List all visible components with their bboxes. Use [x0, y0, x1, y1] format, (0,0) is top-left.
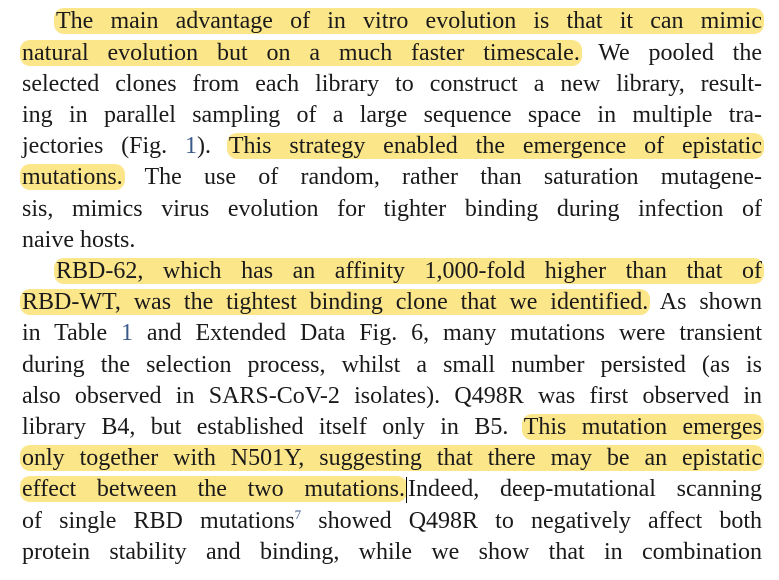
highlighted-text: RBD-62, which has an affinity 1,000-fold… — [54, 258, 764, 284]
body-text: during the selection process, whilst a s… — [22, 352, 762, 378]
text-line: RBD-62, which has an affinity 1,000-fold… — [54, 256, 764, 287]
text-line: effect between the two mutations. Indeed,… — [20, 474, 762, 505]
text-line: of single RBD mutations7 showed Q498R to… — [22, 506, 762, 537]
body-text: of single RBD mutations — [22, 508, 295, 534]
body-text: and Extended Data Fig. 6, many mutations… — [133, 320, 762, 346]
reference-link[interactable]: 1 — [121, 320, 133, 346]
citation-superscript[interactable]: 7 — [294, 507, 302, 522]
body-text: selected clones from each library to con… — [22, 71, 762, 97]
text-line: ing in parallel sampling of a large sequ… — [22, 100, 762, 131]
text-line: natural evolution but on a much faster t… — [20, 38, 762, 69]
text-line: sis, mimics virus evolution for tighter … — [22, 194, 762, 225]
text-line: only together with N501Y, suggesting tha… — [20, 443, 764, 474]
body-text: also observed in SARS-CoV-2 isolates). Q… — [22, 383, 762, 409]
highlighted-text: only together with N501Y, suggesting tha… — [20, 445, 764, 471]
text-line: The main advantage of in vitro evolution… — [54, 6, 764, 37]
body-text: ). — [197, 133, 229, 159]
reference-link[interactable]: 1 — [185, 133, 197, 159]
text-line: RBD-WT, was the tightest binding clone t… — [20, 287, 762, 318]
body-text: The use of random, rather than saturatio… — [122, 164, 762, 190]
body-text: ing in parallel sampling of a large sequ… — [22, 102, 762, 128]
body-text: library B4, but established itself only … — [22, 414, 524, 440]
text-line: also observed in SARS-CoV-2 isolates). Q… — [22, 381, 762, 412]
body-text: naive hosts. — [22, 227, 136, 253]
text-line: during the selection process, whilst a s… — [22, 350, 762, 381]
text-line: jectories (Fig. 1). This strategy enable… — [22, 131, 764, 162]
body-text: protein stability and binding, while we … — [22, 539, 762, 565]
highlighted-text: mutations. — [20, 164, 125, 190]
highlighted-text: This strategy enabled the emergence of e… — [226, 133, 764, 159]
text-line: protein stability and binding, while we … — [22, 537, 762, 568]
text-cursor — [406, 477, 407, 504]
text-line: library B4, but established itself only … — [22, 412, 765, 443]
text-line: selected clones from each library to con… — [22, 69, 762, 100]
highlighted-text: This mutation emerges — [521, 414, 765, 440]
text-line: in Table 1 and Extended Data Fig. 6, man… — [22, 318, 762, 349]
text-line: mutations. The use of random, rather tha… — [20, 162, 762, 193]
body-text: jectories (Fig. — [22, 133, 185, 159]
body-text: Indeed, deep-mutational scanning — [408, 476, 762, 502]
highlighted-text: effect between the two mutations. — [20, 476, 407, 502]
text-line: naive hosts. — [22, 225, 762, 256]
body-text: As shown — [648, 289, 762, 315]
body-text: showed Q498R to negatively affect both — [301, 508, 762, 534]
highlighted-text: RBD-WT, was the tightest binding clone t… — [20, 289, 651, 315]
body-text: We pooled the — [579, 40, 762, 66]
body-text: in Table — [22, 320, 121, 346]
body-text: sis, mimics virus evolution for tighter … — [22, 196, 762, 222]
highlighted-text: The main advantage of in vitro evolution… — [54, 8, 764, 34]
highlighted-text: natural evolution but on a much faster t… — [20, 40, 582, 66]
